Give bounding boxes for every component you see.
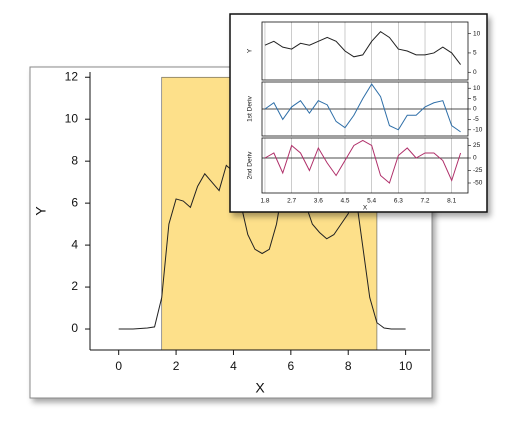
y-tick-label: 0 (473, 106, 477, 113)
y-tick-label: -25 (473, 167, 483, 174)
x-tick-label: 4 (230, 359, 237, 373)
panel-frame (261, 21, 469, 81)
x-axis-label: X (363, 205, 368, 212)
y-tick-label: 0 (473, 69, 477, 76)
panel-y-label: 1st Deriv (247, 95, 254, 121)
panel-frame (261, 137, 469, 194)
y-tick-label: 10 (65, 111, 79, 125)
x-tick-label: 2.7 (287, 198, 296, 205)
inset-chart: 0 5 10 Y 10 5 0 -5 -10 1st Deriv 25 0 -25 -50 2nd Deri… (247, 21, 483, 212)
x-axis-label: X (255, 380, 265, 396)
x-tick-label: 5.4 (367, 198, 376, 205)
x-tick-label: 8.1 (447, 198, 456, 205)
y-tick-label: -50 (473, 180, 483, 187)
y-tick-label: 6 (71, 195, 78, 209)
x-tick-label: 6.3 (394, 198, 403, 205)
x-tick-label: 8 (345, 359, 352, 373)
x-tick-label: 4.5 (340, 198, 349, 205)
y-tick-label: 5 (473, 95, 477, 102)
y-tick-label: 8 (71, 153, 78, 167)
panel-line (264, 83, 461, 133)
y-tick-label: 2 (71, 279, 78, 293)
y-axis-label: Y (33, 206, 49, 216)
inset-frame (229, 13, 488, 213)
x-tick-label: 6 (288, 359, 295, 373)
panel-y-label: 2nd Deriv (247, 151, 254, 180)
x-tick-label: 10 (399, 359, 413, 373)
x-tick-label: 1.8 (260, 198, 269, 205)
x-tick-label: 3.6 (314, 198, 323, 205)
y-tick-label: -10 (473, 126, 483, 133)
y-tick-label: -5 (473, 116, 479, 123)
y-tick-label: 4 (71, 237, 78, 251)
y-tick-label: 0 (473, 155, 477, 162)
panel-line (264, 139, 462, 184)
y-tick-label: 5 (473, 50, 477, 57)
x-tick-label: 7.2 (420, 198, 429, 205)
panel-y-label: Y (247, 48, 254, 53)
y-tick-label: 10 (473, 30, 481, 37)
x-tick-label: 0 (115, 359, 122, 373)
y-tick-label: 0 (71, 321, 78, 335)
panel-line (264, 31, 461, 65)
y-tick-label: 25 (473, 142, 481, 149)
y-tick-label: 10 (473, 85, 481, 92)
y-tick-label: 12 (65, 69, 79, 83)
x-tick-label: 2 (173, 359, 180, 373)
